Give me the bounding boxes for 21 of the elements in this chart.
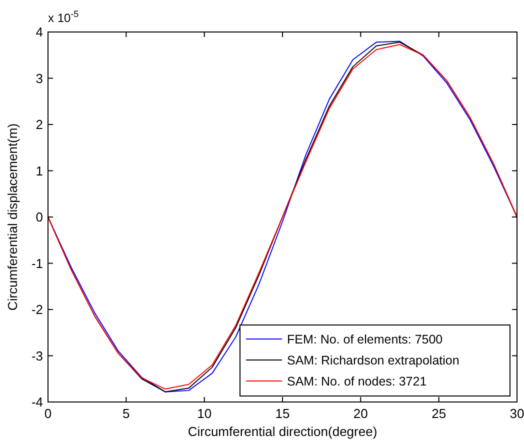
x-tick-label: 20 xyxy=(353,406,368,421)
y-tick-label: 0 xyxy=(36,210,43,224)
x-tick-label: 25 xyxy=(432,406,446,421)
text: x 10$^{-5}$ xyxy=(48,9,79,25)
y-tick-label: -1 xyxy=(31,256,43,271)
x-tick-label: 5 xyxy=(122,406,130,421)
x-axis-title: Circumferential direction(degree) xyxy=(188,424,378,439)
legend-label: SAM: No. of nodes: 3721 xyxy=(287,374,427,388)
x-tick-label: 30 xyxy=(510,406,524,421)
y-tick-label: -4 xyxy=(31,394,43,410)
legend-label: FEM: No. of elements: 7500 xyxy=(287,332,443,346)
y-tick-label: -2 xyxy=(31,302,43,317)
x-tick-label: 15 xyxy=(275,406,290,421)
legend-label: SAM: Richardson extrapolation xyxy=(287,354,460,368)
y-tick-label: 1 xyxy=(36,163,43,178)
y-tick-label: 2 xyxy=(36,117,43,132)
y-tick-label: 4 xyxy=(36,24,43,40)
y-tick-label: 3 xyxy=(36,70,43,86)
y-axis-title: Circumferential displacement(m) xyxy=(5,123,20,311)
x-tick-label: 10 xyxy=(197,406,212,421)
y-tick-label: -3 xyxy=(31,348,43,364)
